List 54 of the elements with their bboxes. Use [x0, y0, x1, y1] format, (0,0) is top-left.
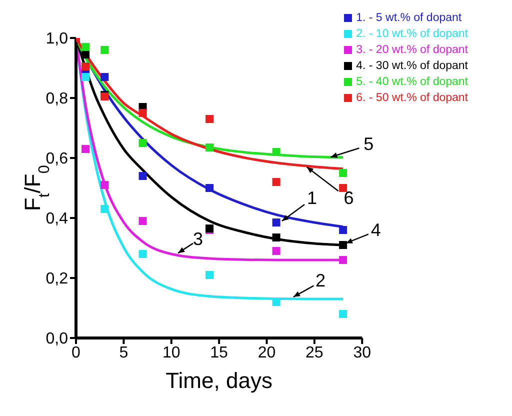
point: [100, 205, 109, 213]
x-tick-label: 5: [119, 344, 128, 362]
point: [100, 181, 109, 189]
x-axis-title: Time, days: [166, 368, 272, 393]
x-tick-label: 20: [258, 344, 276, 362]
point: [272, 247, 280, 255]
point: [82, 43, 90, 51]
y-tick-label: 0,4: [46, 210, 68, 228]
point: [138, 172, 147, 180]
point: [82, 73, 90, 81]
point: [339, 226, 348, 234]
point: [272, 178, 280, 186]
point: [82, 50, 90, 58]
point: [339, 256, 348, 264]
point: [138, 217, 147, 225]
point: [339, 241, 348, 249]
x-tick-label: 30: [353, 344, 372, 362]
legend-label: 3. - 20 wt.% of dopant: [356, 44, 468, 56]
legend-label: 6. - 50 wt.% of dopant: [356, 92, 468, 104]
y-tick-label: 0,2: [46, 270, 68, 288]
point: [100, 46, 109, 54]
point: [82, 62, 90, 70]
point: [339, 169, 348, 177]
x-tick-label: 10: [162, 344, 180, 362]
point: [206, 271, 214, 279]
x-tick-label: 0: [72, 344, 81, 362]
point: [100, 73, 109, 81]
point: [339, 310, 348, 318]
legend-label: 5. - 40 wt.% of dopant: [356, 76, 468, 88]
point: [339, 184, 348, 192]
point: [82, 145, 90, 153]
y-tick-label: 0,0: [46, 330, 68, 348]
x-tick-label: 15: [210, 344, 228, 362]
point: [272, 218, 280, 226]
point: [206, 144, 214, 152]
annotation: 5: [364, 134, 374, 154]
point: [138, 109, 147, 117]
point: [138, 250, 147, 258]
point: [206, 184, 214, 192]
point: [272, 234, 280, 242]
legend-label: 4. - 30 wt.% of dopant: [356, 60, 468, 72]
annotation: 2: [315, 270, 326, 291]
annotation: 4: [370, 220, 381, 240]
annotation: 1: [307, 188, 318, 208]
annotation: 6: [344, 188, 354, 208]
point: [138, 139, 147, 147]
point: [272, 148, 280, 156]
y-tick-label: 1,0: [46, 30, 68, 48]
annotation: 3: [193, 228, 204, 249]
y-tick-label: 0,8: [46, 90, 68, 108]
legend-label: 1. - 5 wt.% of dopant: [356, 12, 462, 24]
point: [206, 115, 214, 123]
legend-label: 2. - 10 wt.% of dopant: [356, 28, 468, 40]
x-tick-label: 25: [306, 344, 324, 362]
